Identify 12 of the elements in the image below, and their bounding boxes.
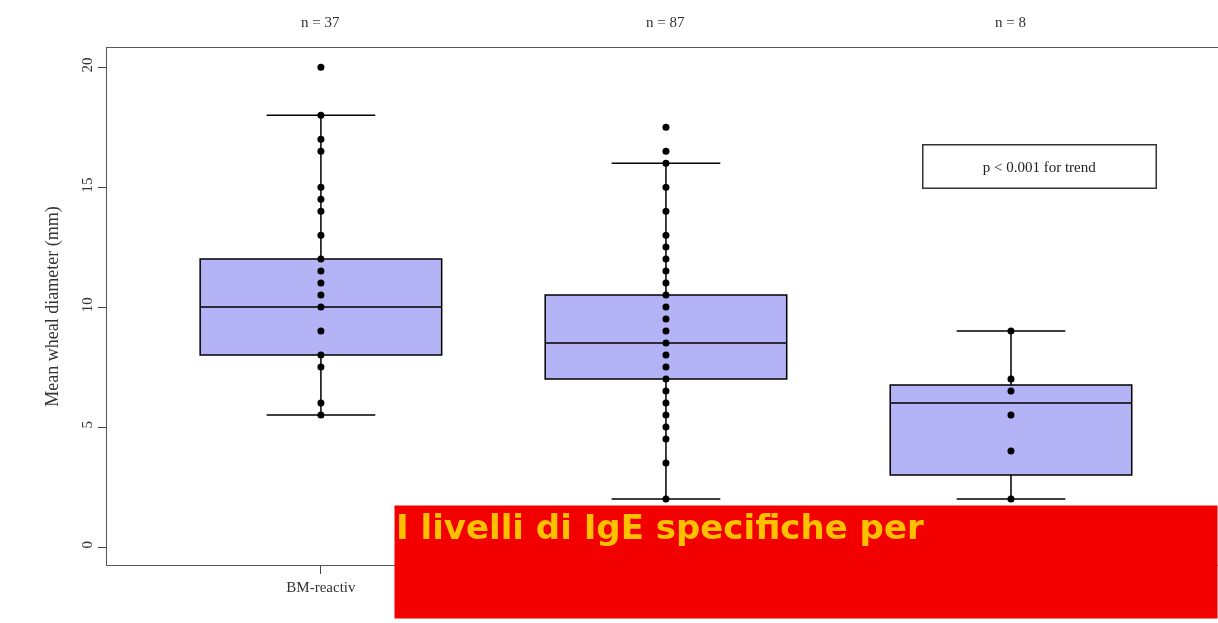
- x-tick-label: BM-reactiv: [286, 579, 356, 595]
- y-axis-title: Mean wheal diameter (mm): [42, 206, 64, 407]
- text: n = 37: [301, 14, 340, 30]
- text: n = 87: [646, 14, 685, 30]
- y-tick-label: 15: [79, 177, 95, 193]
- y-tick-label: 20: [79, 57, 95, 73]
- y-tick-label: 10: [79, 297, 95, 313]
- y-tick-label: 0: [79, 541, 95, 549]
- text: n = 8: [995, 14, 1026, 30]
- y-tick-label: 5: [79, 421, 95, 429]
- annotation: p < 0.001 for trend: [982, 158, 1097, 175]
- annotation: I livelli di IgE specifiche per: [396, 507, 924, 547]
